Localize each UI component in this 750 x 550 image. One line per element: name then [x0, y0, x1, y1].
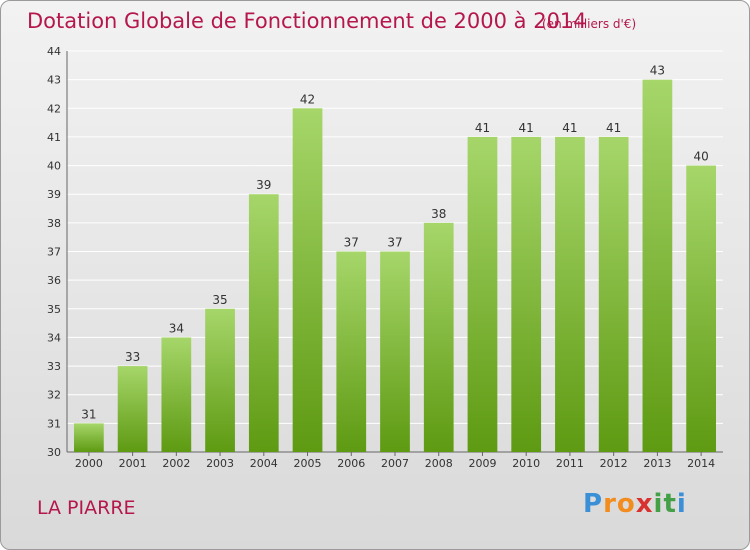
bar-2013: [642, 79, 673, 453]
y-tick-label: 31: [47, 417, 61, 430]
chart-title: Dotation Globale de Fonctionnement de 20…: [27, 9, 587, 33]
x-tick-label: 2004: [250, 457, 278, 470]
x-tick-label: 2007: [381, 457, 409, 470]
data-label: 31: [81, 407, 96, 421]
bar-2006: [336, 251, 367, 452]
bar-2010: [511, 136, 542, 452]
bar-2008: [423, 222, 454, 452]
y-tick-labels: 30 31 32 33 34 35 36 37 38 39 40 41 42 43 44: [47, 45, 61, 459]
data-label: 33: [125, 350, 140, 364]
y-tick-label: 35: [47, 303, 61, 316]
y-tick-label: 37: [47, 246, 61, 259]
bars: [73, 79, 717, 453]
x-tick-label: 2014: [687, 457, 715, 470]
y-tick-label: 32: [47, 389, 61, 402]
data-label: 37: [387, 236, 402, 250]
x-tick-label: 2011: [556, 457, 584, 470]
logo-letter: P: [583, 489, 604, 519]
bar-2003: [205, 308, 235, 452]
data-label: 40: [693, 150, 708, 164]
logo-letter: i: [676, 489, 687, 519]
bar-2004: [248, 194, 279, 452]
y-tick-label: 44: [47, 45, 61, 58]
logo-letter: t: [663, 489, 677, 519]
x-tick-labels: 2000 2001 2002 2003 2004 2005 2006 2007 2008 2009…: [75, 457, 715, 470]
data-label: 38: [431, 207, 446, 221]
bar-2011: [555, 136, 585, 452]
bar-2001: [117, 366, 148, 452]
x-tick-label: 2000: [75, 457, 103, 470]
x-tick-label: 2012: [600, 457, 628, 470]
x-tick-label: 2005: [294, 457, 322, 470]
data-label: 43: [650, 64, 665, 78]
data-label: 41: [562, 121, 577, 135]
y-tick-label: 38: [47, 217, 61, 230]
y-tick-label: 34: [47, 331, 61, 344]
y-tick-label: 39: [47, 188, 61, 201]
x-tick-label: 2006: [337, 457, 365, 470]
y-tick-label: 43: [47, 74, 61, 87]
commune-name: LA PIARRE: [37, 497, 136, 519]
y-tick-label: 36: [47, 274, 61, 287]
bar-2000: [73, 423, 104, 452]
logo-letter: x: [635, 489, 654, 519]
x-tick-label: 2013: [643, 457, 671, 470]
data-label: 35: [212, 293, 227, 307]
x-tick-label: 2001: [119, 457, 147, 470]
data-label: 37: [344, 236, 359, 250]
x-tick-label: 2009: [468, 457, 496, 470]
y-tick-label: 40: [47, 160, 61, 173]
bar-2005: [292, 108, 323, 453]
chart-subtitle: (en milliers d'€): [542, 17, 637, 31]
bar-2009: [467, 136, 498, 452]
y-tick-label: 33: [47, 360, 61, 373]
bar-2002: [161, 337, 192, 452]
x-tick-label: 2008: [425, 457, 453, 470]
x-tick-label: 2002: [162, 457, 190, 470]
proxiti-logo: Proxiti: [583, 489, 687, 519]
data-label: 42: [300, 92, 315, 106]
data-label: 41: [475, 121, 490, 135]
data-label: 41: [519, 121, 534, 135]
bar-2007: [380, 251, 410, 452]
logo-letter: r: [603, 489, 617, 519]
bar-2014: [686, 165, 717, 453]
y-tick-label: 41: [47, 131, 61, 144]
x-tick-label: 2003: [206, 457, 234, 470]
logo-letter: i: [653, 489, 664, 519]
logo-letter: o: [616, 489, 636, 519]
bar-2012: [598, 136, 629, 452]
data-label: 34: [169, 321, 184, 335]
y-tick-label: 42: [47, 102, 61, 115]
data-labels: 31 33 34 35 39 42 37 37 38 41 41 41 41 43 40: [81, 64, 709, 422]
x-tick-label: 2010: [512, 457, 540, 470]
y-tick-label: 30: [47, 446, 61, 459]
data-label: 39: [256, 178, 271, 192]
data-label: 41: [606, 121, 621, 135]
